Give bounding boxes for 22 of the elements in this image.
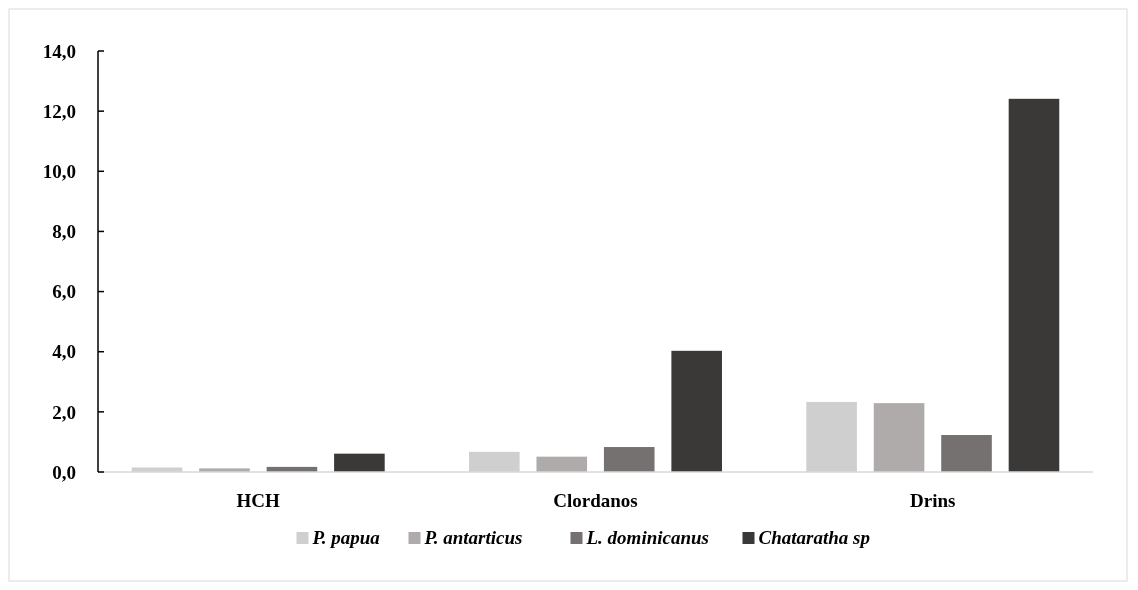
- y-tick-label: 10,0: [42, 160, 76, 182]
- bar: [536, 456, 588, 472]
- x-tick-label: Clordanos: [553, 490, 638, 511]
- bar: [873, 403, 925, 472]
- bar: [1008, 98, 1060, 472]
- bar: [603, 447, 655, 472]
- legend-label: P. antarticus: [423, 527, 523, 548]
- y-tick-label: 14,0: [42, 40, 76, 62]
- bar: [334, 453, 385, 472]
- y-tick-label: 0,0: [52, 461, 76, 483]
- y-tick-label: 8,0: [52, 221, 76, 243]
- bar: [941, 435, 992, 472]
- y-tick-label: 12,0: [42, 100, 76, 122]
- x-tick-label: HCH: [236, 490, 281, 511]
- legend-label: L. dominicanus: [585, 527, 709, 548]
- y-tick-label: 2,0: [52, 401, 76, 423]
- legend-label: P. papua: [311, 527, 381, 548]
- legend-label: Chataratha sp: [758, 527, 870, 548]
- y-tick-label: 6,0: [52, 281, 76, 303]
- x-tick-label: Drins: [910, 490, 956, 511]
- y-tick-label: 4,0: [52, 341, 76, 363]
- bar: [671, 350, 722, 472]
